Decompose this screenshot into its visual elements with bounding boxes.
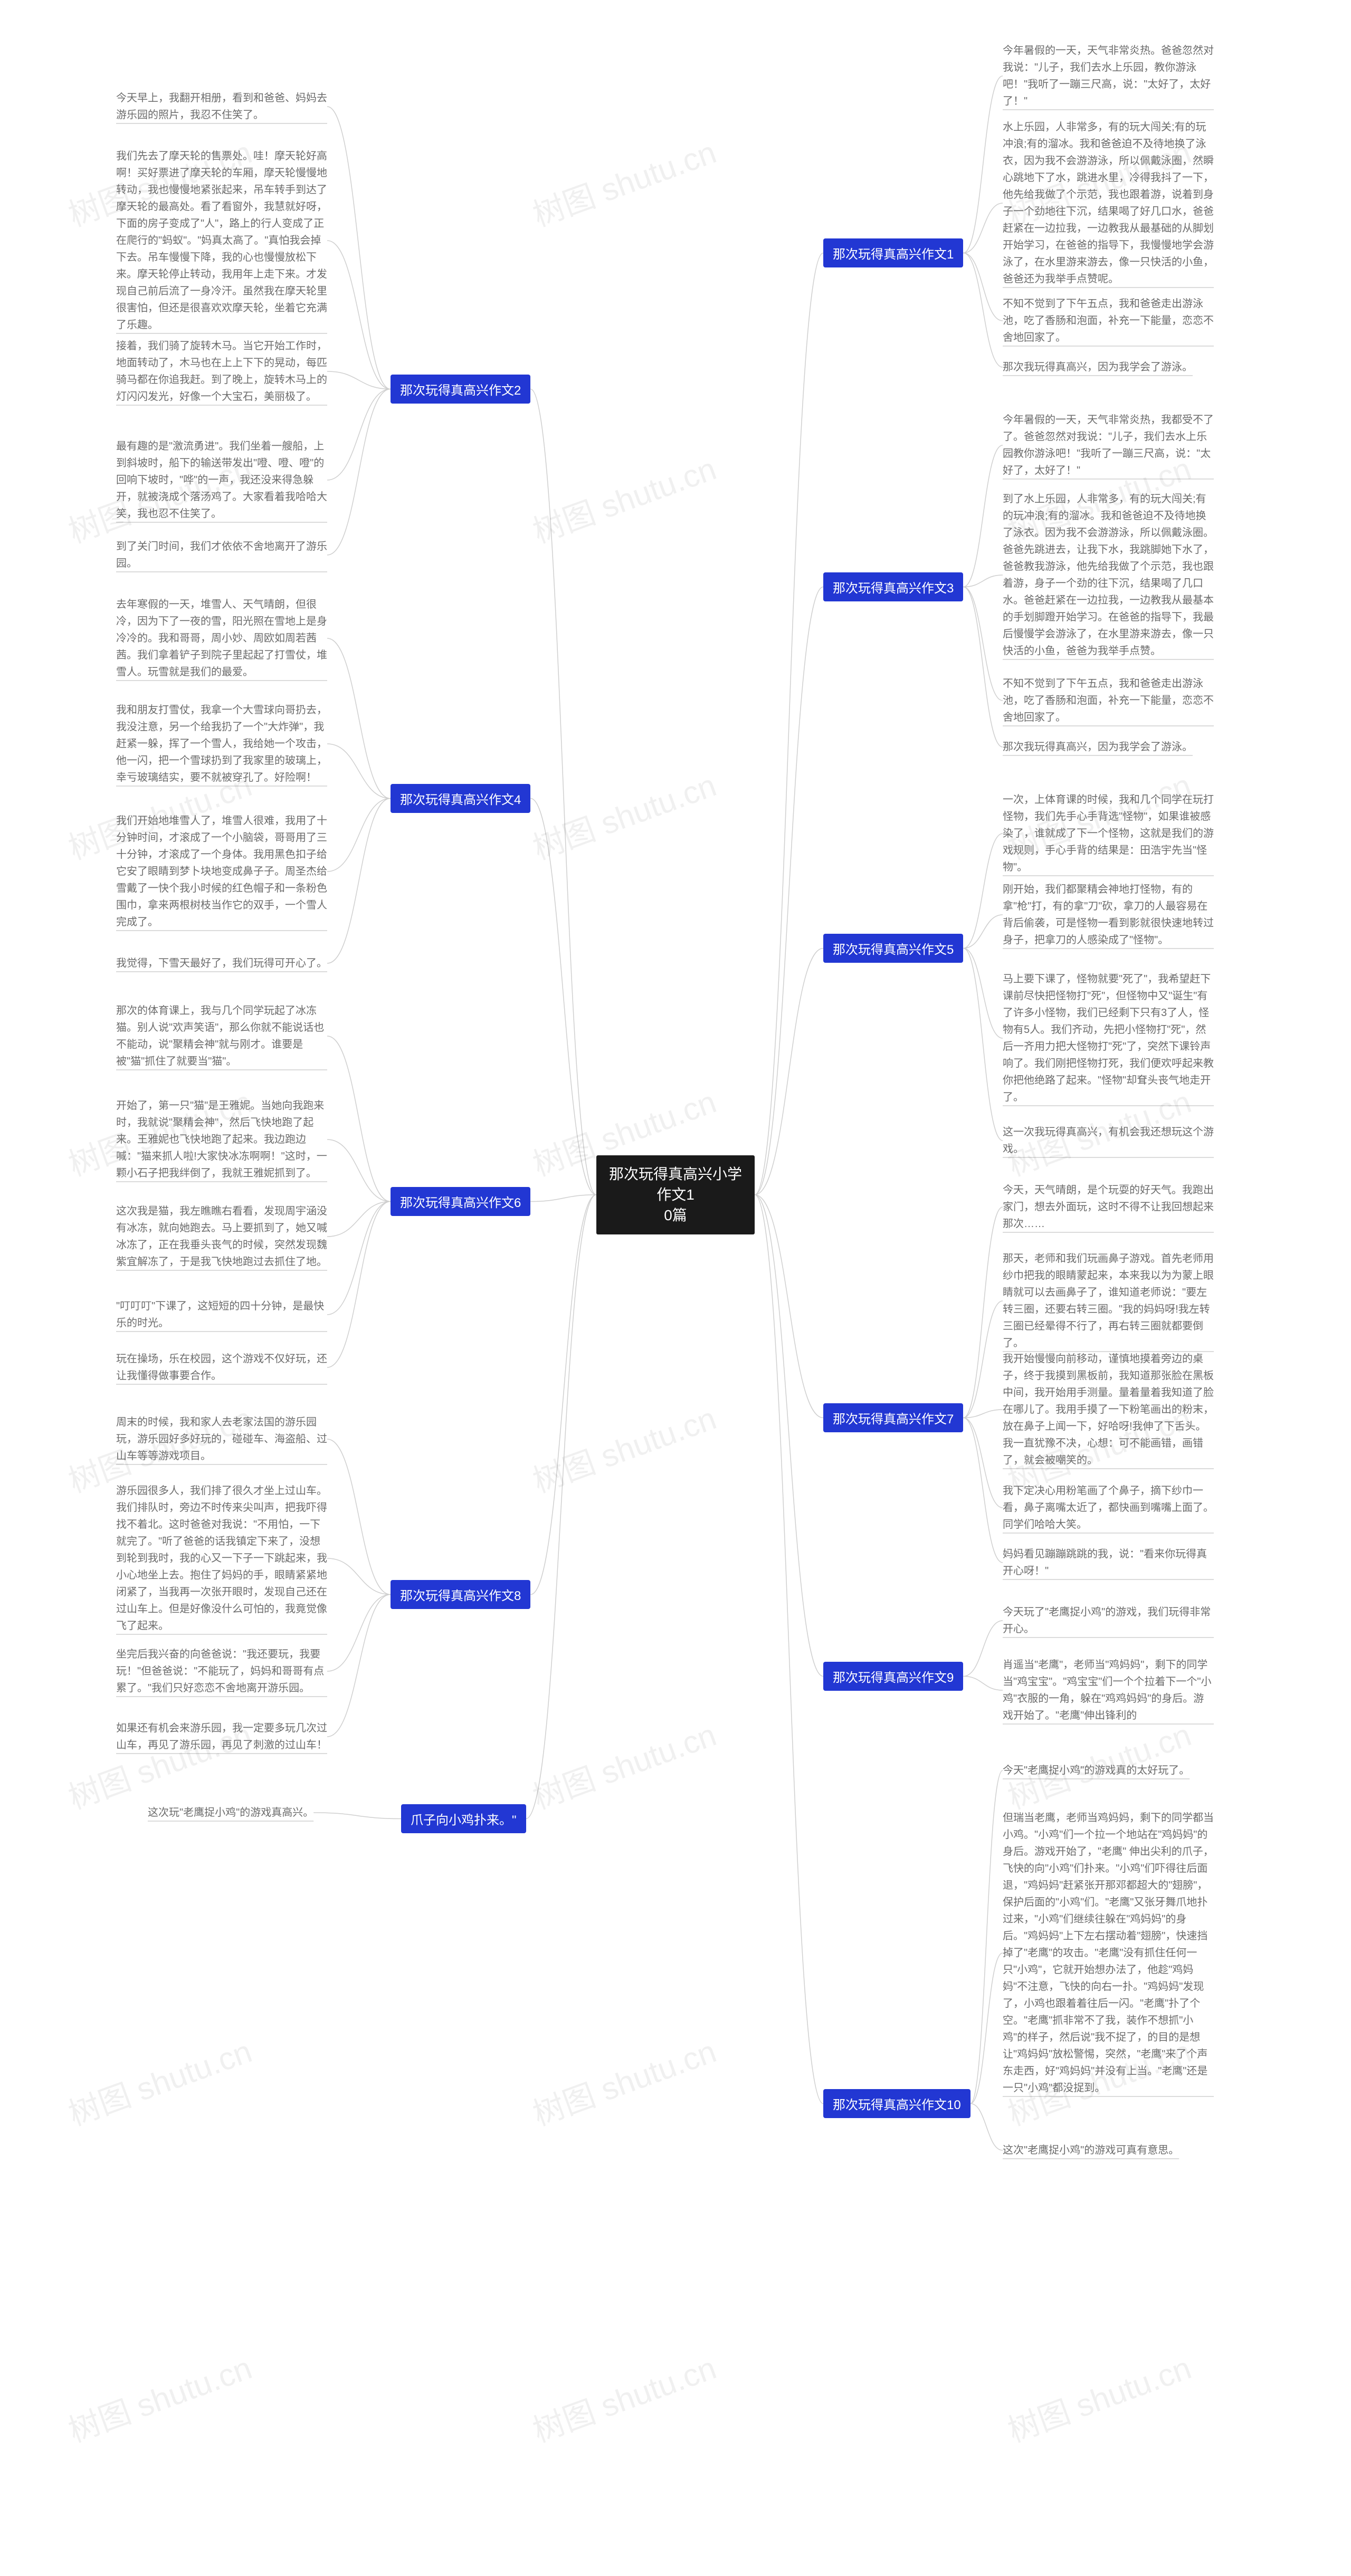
- watermark: 树图 shutu.cn: [526, 1393, 721, 1501]
- topic-node[interactable]: 那次玩得真高兴作文8: [391, 1580, 530, 1609]
- leaf-node: 不知不觉到了下午五点，我和爸爸走出游泳池，吃了香肠和泡面，补充一下能量，恋恋不舍…: [1003, 675, 1214, 726]
- watermark: 树图 shutu.cn: [526, 443, 721, 552]
- leaf-node: 水上乐园，人非常多，有的玩大闯关;有的玩冲浪;有的溜冰。我和爸爸迫不及待地换了泳…: [1003, 119, 1214, 288]
- watermark: 树图 shutu.cn: [526, 2342, 721, 2451]
- leaf-node: 今年暑假的一天，天气非常炎热。爸爸忽然对我说："儿子，我们去水上乐园，教你游泳吧…: [1003, 42, 1214, 110]
- watermark: 树图 shutu.cn: [526, 2026, 721, 2134]
- watermark: 树图 shutu.cn: [526, 1709, 721, 1818]
- leaf-node: 今年暑假的一天，天气非常炎热，我都受不了了。爸爸忽然对我说："儿子，我们去水上乐…: [1003, 411, 1214, 479]
- leaf-node: 开始了，第一只"猫"是王雅妮。当她向我跑来时，我就说"聚精会神"，然后飞快地跑了…: [116, 1097, 327, 1182]
- topic-node[interactable]: 那次玩得真高兴作文4: [391, 784, 530, 813]
- topic-node[interactable]: 那次玩得真高兴作文7: [823, 1403, 963, 1432]
- leaf-node: 到了水上乐园，人非常多，有的玩大闯关;有的玩冲浪;有的溜冰。我和爸爸迫不及待地换…: [1003, 491, 1214, 659]
- leaf-node: 游乐园很多人，我们排了很久才坐上过山车。我们排队时，旁边不时传来尖叫声，把我吓得…: [116, 1482, 327, 1634]
- leaf-node: 这次"老鹰捉小鸡"的游戏可真有意思。: [1003, 2142, 1179, 2159]
- topic-node[interactable]: 那次玩得真高兴作文9: [823, 1662, 963, 1691]
- leaf-node: 最有趣的是"激流勇进"。我们坐着一艘船，上到斜坡时，船下的输送带发出"噔、噔、噔…: [116, 438, 327, 522]
- leaf-node: 妈妈看见蹦蹦跳跳的我，说："看来你玩得真开心呀！": [1003, 1546, 1214, 1579]
- leaf-node: 接着，我们骑了旋转木马。当它开始工作时，地面转动了，木马也在上上下下的晃动，每匹…: [116, 338, 327, 405]
- leaf-node: 那次我玩得真高兴，因为我学会了游泳。: [1003, 359, 1193, 376]
- leaf-node: 我和朋友打雪仗，我拿一个大雪球向哥扔去，我没注意，另一个给我扔了一个"大炸弹"，…: [116, 702, 327, 786]
- leaf-node: 那天，老师和我们玩画鼻子游戏。首先老师用纱巾把我的眼睛蒙起来，本来我以为为蒙上眼…: [1003, 1250, 1214, 1352]
- leaf-node: 但瑞当老鹰，老师当鸡妈妈，剩下的同学都当小鸡。"小鸡"们一个拉一个地站在"鸡妈妈…: [1003, 1809, 1214, 2096]
- leaf-node: 肖遥当"老鹰"，老师当"鸡妈妈"，剩下的同学当"鸡宝宝"。"鸡宝宝"们一个个拉着…: [1003, 1656, 1214, 1724]
- leaf-node: 我下定决心用粉笔画了个鼻子，摘下纱巾一看，鼻子离嘴太近了，都快画到嘴嘴上面了。同…: [1003, 1482, 1214, 1533]
- leaf-node: 到了关门时间，我们才依依不舍地离开了游乐园。: [116, 538, 327, 572]
- leaf-node: 玩在操场，乐在校园，这个游戏不仅好玩，还让我懂得做事要合作。: [116, 1351, 327, 1384]
- leaf-node: 一次，上体育课的时候，我和几个同学在玩打怪物，我们先手心手背选"怪物"，如果谁被…: [1003, 791, 1214, 876]
- leaf-node: 如果还有机会来游乐园，我一定要多玩几次过山车，再见了游乐园，再见了刺激的过山车！: [116, 1720, 327, 1754]
- topic-node[interactable]: 那次玩得真高兴作文5: [823, 934, 963, 963]
- leaf-node: 今天，天气晴朗，是个玩耍的好天气。我跑出家门，想去外面玩，这时不得不让我回想起来…: [1003, 1182, 1214, 1232]
- leaf-node: 今天玩了"老鹰捉小鸡"的游戏，我们玩得非常开心。: [1003, 1604, 1214, 1637]
- leaf-node: 不知不觉到了下午五点，我和爸爸走出游泳池，吃了香肠和泡面，补充一下能量，恋恋不舍…: [1003, 295, 1214, 346]
- leaf-node: 那次的体育课上，我与几个同学玩起了冰冻猫。别人说"欢声笑语"，那么你就不能说话也…: [116, 1002, 327, 1070]
- leaf-node: 今天早上，我翻开相册，看到和爸爸、妈妈去游乐园的照片，我忍不住笑了。: [116, 90, 327, 123]
- leaf-node: 马上要下课了，怪物就要"死了"，我希望赶下课前尽快把怪物打"死"，但怪物中又"诞…: [1003, 971, 1214, 1106]
- topic-node[interactable]: 那次玩得真高兴作文6: [391, 1187, 530, 1216]
- watermark: 树图 shutu.cn: [61, 2342, 257, 2451]
- topic-node[interactable]: 爪子向小鸡扑来。": [401, 1804, 526, 1833]
- leaf-node: 周末的时候，我和家人去老家法国的游乐园玩，游乐园好多好玩的，碰碰车、海盗船、过山…: [116, 1414, 327, 1464]
- topic-node[interactable]: 那次玩得真高兴作文2: [391, 375, 530, 404]
- watermark: 树图 shutu.cn: [1001, 2342, 1196, 2451]
- mindmap-canvas: 树图 shutu.cn 树图 shutu.cn 树图 shutu.cn 树图 shut…: [0, 0, 1351, 2576]
- leaf-node: 那次我玩得真高兴，因为我学会了游泳。: [1003, 739, 1193, 755]
- leaf-node: 去年寒假的一天，堆雪人、天气晴朗，但很冷，因为下了一夜的雪，阳光照在雪地上是身冷…: [116, 596, 327, 681]
- topic-node[interactable]: 那次玩得真高兴作文10: [823, 2089, 971, 2118]
- center-node[interactable]: 那次玩得真高兴小学作文1 0篇: [596, 1155, 755, 1234]
- leaf-node: 刚开始，我们都聚精会神地打怪物，有的拿"枪"打，有的拿"刀"砍，拿刀的人最容易在…: [1003, 881, 1214, 949]
- leaf-node: 我们开始地堆雪人了，堆雪人很难，我用了十分钟时间，才滚成了一个小脑袋，哥哥用了三…: [116, 812, 327, 931]
- leaf-node: 这一次我玩得真高兴，有机会我还想玩这个游戏。: [1003, 1124, 1214, 1157]
- leaf-node: 我开始慢慢向前移动，谨慎地摸着旁边的桌子，终于我摸到黑板前，我知道那张脸在黑板中…: [1003, 1351, 1214, 1469]
- leaf-node: "叮叮叮"下课了，这短短的四十分钟，是最快乐的时光。: [116, 1298, 327, 1332]
- leaf-node: 我觉得，下雪天最好了，我们玩得可开心了。: [116, 955, 327, 972]
- leaf-node: 这次玩"老鹰捉小鸡"的游戏真高兴。: [148, 1804, 313, 1821]
- leaf-node: 坐完后我兴奋的向爸爸说："我还要玩，我要玩！"但爸爸说："不能玩了，妈妈和哥哥有…: [116, 1646, 327, 1697]
- watermark: 树图 shutu.cn: [526, 127, 721, 235]
- leaf-node: 这次我是猫，我左瞧瞧右看看，发现周宇涵没有冰冻，就向她跑去。马上要抓到了，她又喊…: [116, 1203, 327, 1270]
- watermark: 树图 shutu.cn: [61, 2026, 257, 2134]
- topic-node[interactable]: 那次玩得真高兴作文1: [823, 238, 963, 267]
- watermark: 树图 shutu.cn: [526, 760, 721, 868]
- topic-node[interactable]: 那次玩得真高兴作文3: [823, 572, 963, 601]
- leaf-node: 我们先去了摩天轮的售票处。哇！摩天轮好高啊！买好票进了摩天轮的车厢，摩天轮慢慢地…: [116, 148, 327, 333]
- leaf-node: 今天"老鹰捉小鸡"的游戏真的太好玩了。: [1003, 1762, 1190, 1779]
